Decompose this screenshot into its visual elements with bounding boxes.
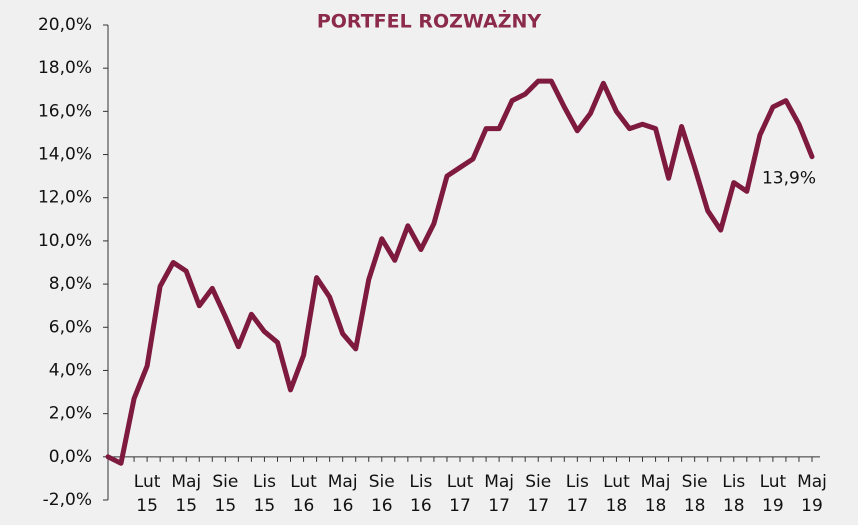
y-tick-label: 8,0%	[49, 274, 92, 294]
data-line	[105, 78, 815, 466]
x-tick-label: Lis 16	[409, 471, 433, 516]
x-tick-label: Lis 17	[565, 471, 589, 516]
y-tick-label: 0,0%	[49, 447, 92, 467]
y-tick-label: 16,0%	[38, 101, 92, 121]
y-tick-label: 10,0%	[38, 231, 92, 251]
x-tick-label: Lut 17	[446, 471, 474, 516]
y-tick-label: 4,0%	[49, 360, 92, 380]
x-tick-label: Maj 15	[171, 471, 202, 516]
x-tick-label: Lut 19	[759, 471, 787, 516]
x-tick-label: Lut 18	[603, 471, 630, 516]
x-tick-label: Lut 16	[290, 471, 317, 516]
y-tick-label: 12,0%	[38, 188, 92, 208]
chart-title: PORTFEL ROZWAŻNY	[317, 9, 542, 33]
x-tick-label: Maj 17	[484, 471, 515, 516]
y-tick-label: 18,0%	[38, 58, 92, 78]
x-tick-label: Sie 15	[212, 471, 239, 516]
y-tick-label: 14,0%	[38, 145, 92, 165]
data-label: 13,9%	[762, 169, 816, 189]
x-tick-label: Sie 18	[681, 471, 708, 516]
y-tick-label: 2,0%	[49, 404, 92, 424]
x-tick-label: Lut 15	[133, 471, 161, 516]
x-tick-label: Maj 16	[327, 471, 358, 516]
y-tick-label: 6,0%	[49, 317, 92, 337]
y-tick-label: -2,0%	[43, 490, 92, 510]
y-tick-label: 20,0%	[38, 15, 92, 35]
x-tick-label: Sie 16	[368, 471, 395, 516]
x-tick-label: Lis 18	[722, 471, 746, 516]
x-tick-label: Sie 17	[525, 471, 552, 516]
x-tick-label: Lis 15	[252, 471, 276, 516]
x-tick-label: Maj 18	[640, 471, 671, 516]
x-tick-label: Maj 19	[797, 471, 827, 516]
